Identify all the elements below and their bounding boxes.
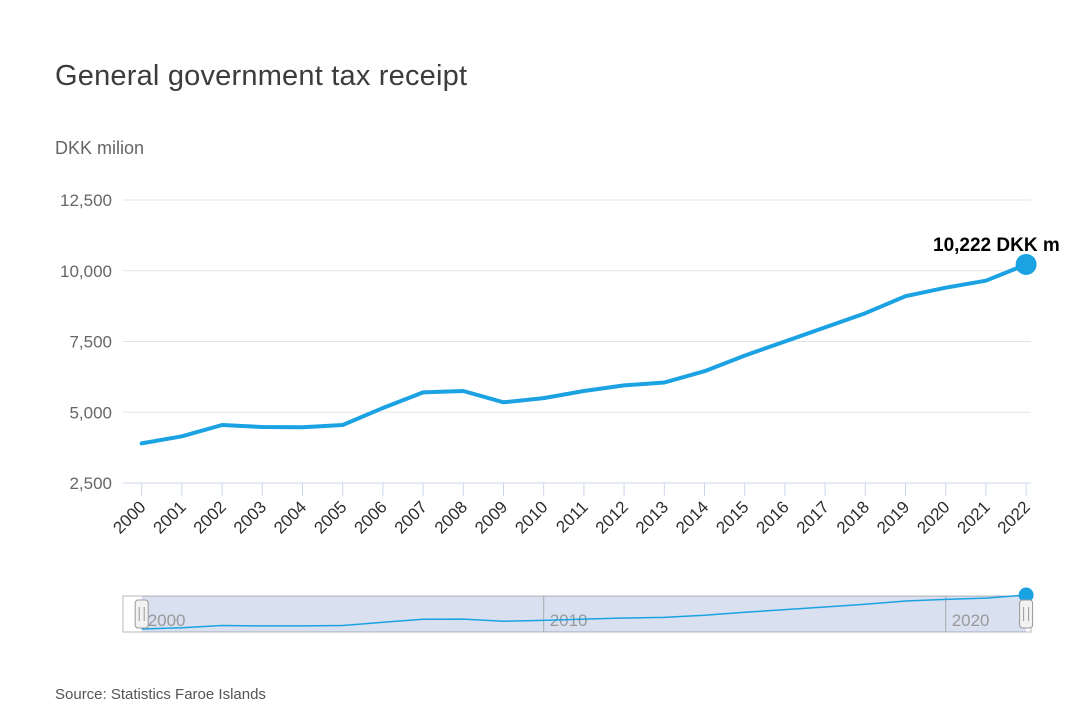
x-axis-label: 2021 <box>954 497 994 537</box>
y-axis-label: 7,500 <box>69 333 112 352</box>
x-axis-label: 2003 <box>230 497 270 537</box>
y-axis-label: 2,500 <box>69 474 112 493</box>
x-axis-label: 2002 <box>190 497 230 537</box>
y-axis-label: 5,000 <box>69 403 112 422</box>
x-axis-label: 2013 <box>632 497 672 537</box>
x-axis-label: 2018 <box>833 497 873 537</box>
x-axis-label: 2020 <box>913 497 953 537</box>
y-axis-label: 12,500 <box>60 191 112 210</box>
x-axis-label: 2010 <box>511 497 551 537</box>
x-axis-label: 2022 <box>994 497 1034 537</box>
navigator-series-line <box>141 594 1027 630</box>
x-axis-label: 2011 <box>552 497 591 536</box>
last-point-marker[interactable] <box>1015 253 1037 275</box>
x-axis-label: 2014 <box>672 497 712 537</box>
x-axis-label: 2007 <box>391 497 431 537</box>
x-axis-label: 2000 <box>109 497 149 537</box>
navigator-handle-left[interactable] <box>134 599 149 629</box>
x-axis-label: 2012 <box>592 497 632 537</box>
tax-series-line[interactable] <box>139 262 1029 446</box>
last-point-data-label: 10,222 DKK m <box>933 235 1060 256</box>
y-axis-label: 10,000 <box>60 262 112 281</box>
x-axis-label: 2016 <box>753 497 793 537</box>
x-axis-label: 2009 <box>471 497 511 537</box>
chart-title: General government tax receipt <box>55 60 468 92</box>
navigator-axis-label: 2010 <box>550 611 588 630</box>
x-axis-label: 2006 <box>351 497 391 537</box>
x-axis-label: 2005 <box>310 497 350 537</box>
navigator-axis-label: 2020 <box>952 611 990 630</box>
x-axis-label: 2001 <box>150 497 190 537</box>
x-axis-label: 2017 <box>793 497 833 537</box>
x-axis-label: 2019 <box>873 497 913 537</box>
navigator-handle-right[interactable] <box>1019 599 1034 629</box>
y-axis-unit-label: DKK milion <box>55 138 145 158</box>
x-axis-label: 2008 <box>431 497 471 537</box>
source-credit: Source: Statistics Faroe Islands <box>55 686 266 703</box>
x-axis-label: 2004 <box>270 497 310 537</box>
navigator-end-dot <box>1018 587 1034 603</box>
x-axis-label: 2015 <box>712 497 752 537</box>
navigator-axis-label: 2000 <box>148 611 186 630</box>
